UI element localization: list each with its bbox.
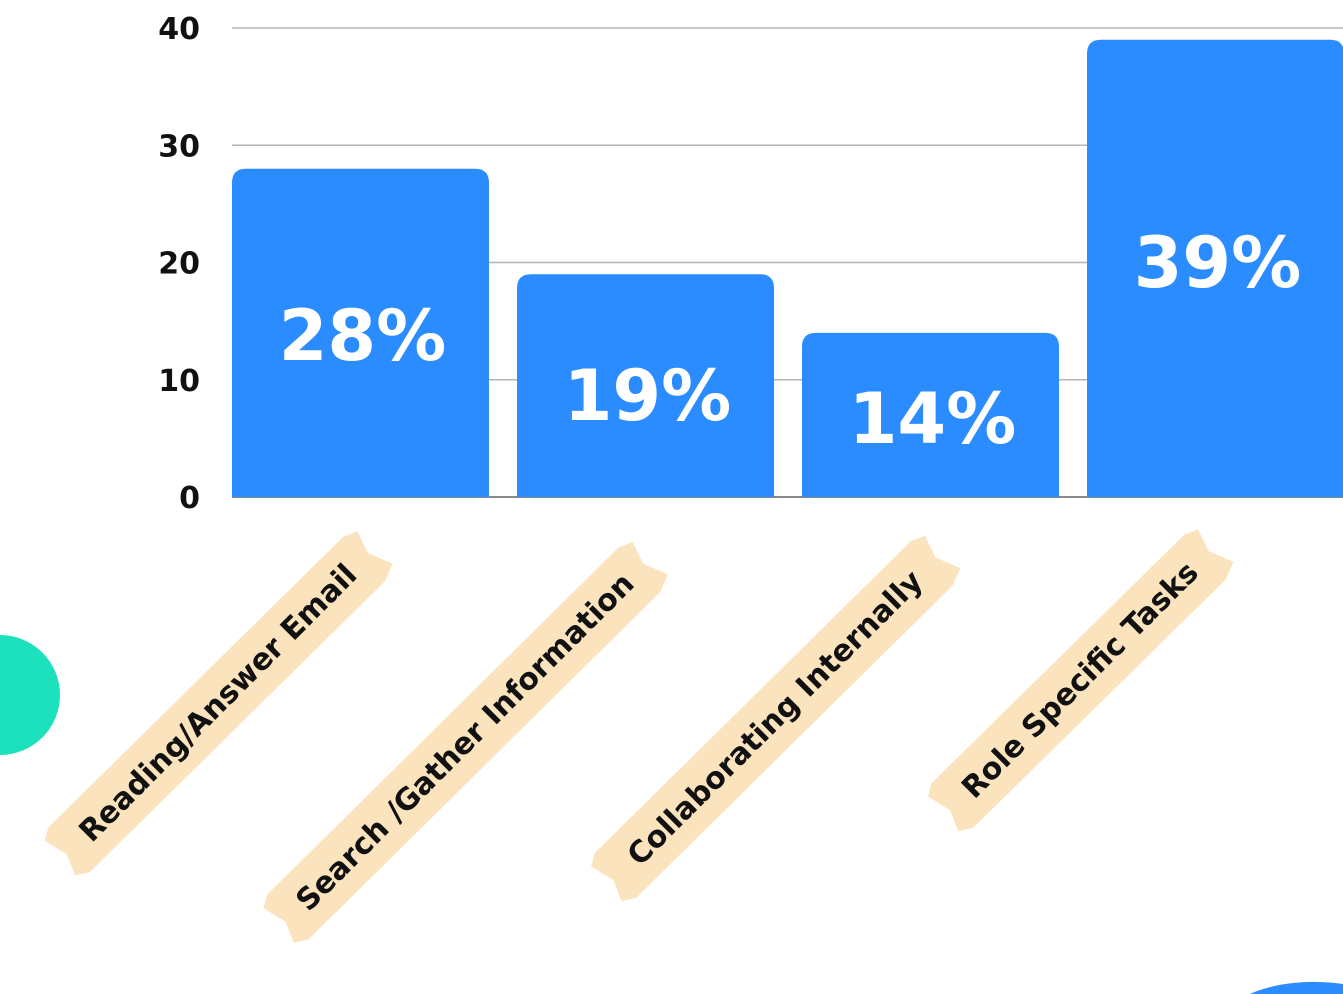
y-tick-label: 40 — [158, 12, 200, 47]
data-label: 19% — [564, 355, 732, 437]
bar — [517, 274, 774, 497]
data-label: 14% — [849, 378, 1017, 460]
y-axis-tick-labels: 0 10 20 30 40 — [158, 12, 200, 516]
x-category-label: Collaborating Internally — [621, 563, 930, 872]
teal-decorative-circle — [0, 635, 60, 755]
bar — [232, 168, 489, 497]
category-label-tapes — [44, 529, 1234, 943]
label-tape — [927, 529, 1234, 832]
y-tick-label: 0 — [179, 481, 200, 516]
y-tick-label: 30 — [158, 129, 200, 164]
label-tape — [44, 531, 393, 876]
label-tape — [591, 535, 961, 902]
data-labels: 28% 19% 14% 39% — [279, 222, 1302, 460]
bar — [1087, 39, 1343, 497]
data-label: 28% — [279, 295, 447, 377]
y-tick-label: 10 — [158, 364, 200, 399]
bar — [802, 332, 1059, 497]
bars — [232, 39, 1343, 497]
data-label: 39% — [1134, 222, 1302, 304]
y-tick-label: 20 — [158, 247, 200, 282]
x-category-label: Reading/Answer Email — [72, 557, 364, 849]
label-tape — [263, 541, 668, 943]
blue-decorative-circle — [1250, 981, 1343, 994]
x-category-label: Role Specific Tasks — [955, 555, 1205, 805]
